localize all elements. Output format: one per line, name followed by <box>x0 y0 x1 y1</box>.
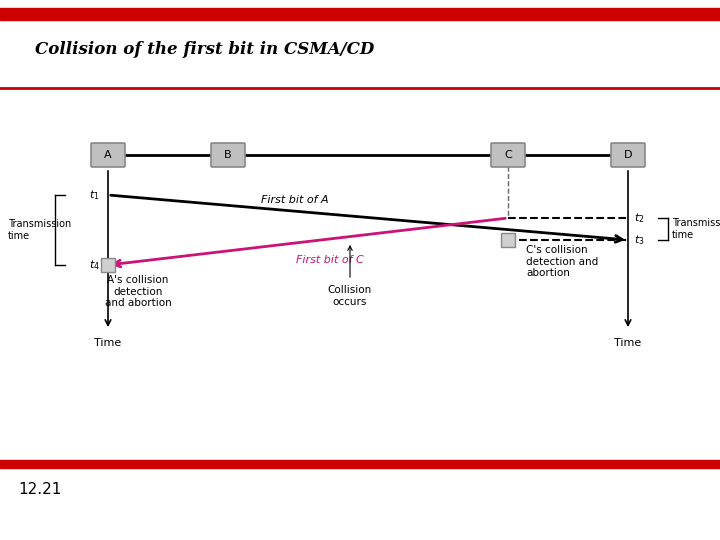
Bar <box>101 258 115 272</box>
Text: 12.21: 12.21 <box>18 483 61 497</box>
Text: $t_3$: $t_3$ <box>634 233 644 247</box>
Text: C's collision
detection and
abortion: C's collision detection and abortion <box>526 245 598 278</box>
Text: B: B <box>224 150 232 160</box>
FancyBboxPatch shape <box>611 143 645 167</box>
Text: Time: Time <box>94 338 122 348</box>
Text: C: C <box>504 150 512 160</box>
Text: Time: Time <box>614 338 642 348</box>
Text: First bit of C: First bit of C <box>296 255 364 265</box>
Text: $t_1$: $t_1$ <box>89 188 100 202</box>
Bar <box>501 233 515 247</box>
Text: Collision
occurs: Collision occurs <box>328 285 372 307</box>
Text: A: A <box>104 150 112 160</box>
FancyBboxPatch shape <box>91 143 125 167</box>
Text: Collision of the first bit in CSMA/CD: Collision of the first bit in CSMA/CD <box>35 42 374 58</box>
Text: $t_4$: $t_4$ <box>89 258 100 272</box>
Bar <box>0 8 720 20</box>
Text: Transmission
time: Transmission time <box>8 219 71 241</box>
Text: A's collision
detection
and abortion: A's collision detection and abortion <box>104 275 171 308</box>
FancyBboxPatch shape <box>211 143 245 167</box>
Bar <box>0 460 720 468</box>
Text: D: D <box>624 150 632 160</box>
Text: Transmission
time: Transmission time <box>672 218 720 240</box>
Text: First bit of A: First bit of A <box>261 195 329 205</box>
FancyBboxPatch shape <box>491 143 525 167</box>
Text: $t_2$: $t_2$ <box>634 211 644 225</box>
